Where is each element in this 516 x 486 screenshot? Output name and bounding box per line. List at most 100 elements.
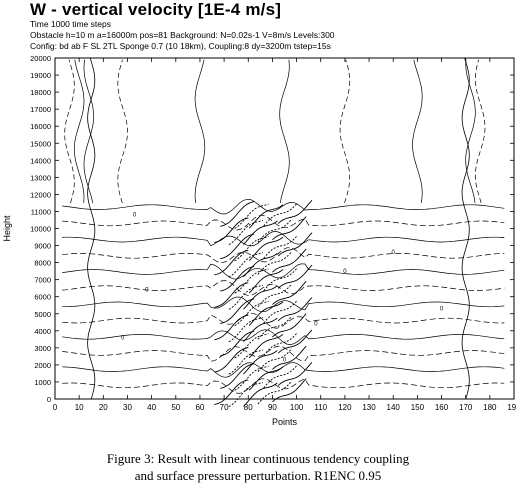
figure-caption-line-2: and surface pressure perturbation. R1ENC…	[134, 468, 382, 483]
contour-line	[62, 231, 505, 247]
chart-title: W - vertical velocity [1E-4 m/s]	[30, 0, 282, 19]
x-tick-label: 140	[387, 403, 401, 412]
subtitle-config: Config: bd ab F SL 2TL Sponge 0.7 (10 18…	[30, 41, 331, 51]
y-tick-label: 14000	[30, 156, 51, 165]
x-tick-label: 60	[195, 403, 204, 412]
contour-line	[62, 247, 505, 264]
wave-contour	[277, 297, 313, 322]
wave-contour	[257, 315, 293, 340]
wave-contour	[243, 285, 278, 310]
wave-contour	[243, 252, 278, 278]
y-tick-label: 19000	[30, 71, 51, 80]
y-tick-label: 18000	[30, 88, 51, 97]
wave-contour	[248, 204, 284, 229]
x-tick-label: 80	[244, 403, 253, 412]
boundary-contour	[461, 57, 470, 400]
wave-contour	[220, 233, 255, 260]
boundary-contour	[87, 57, 96, 400]
contour-lines: 0 0 0 0 0 0 0 0	[62, 57, 505, 407]
wave-contour	[234, 268, 269, 294]
wave-contour	[263, 234, 298, 259]
y-tick-label: 8000	[34, 259, 51, 268]
wave-contour	[234, 203, 269, 229]
sponge-contour	[412, 59, 423, 203]
wave-contour	[220, 298, 255, 324]
x-tick-label: 30	[123, 403, 132, 412]
x-tick-label: 120	[338, 403, 352, 412]
axes: 0 10 20 30 40 50 60 70 80 90 100 110 120 130 140 150 160…	[30, 54, 516, 412]
x-tick-label: 100	[290, 403, 304, 412]
y-tick-label: 4000	[34, 327, 51, 336]
wave-contour	[228, 284, 263, 310]
wave-contour	[234, 365, 269, 391]
wave-contour	[220, 201, 255, 227]
wave-contour	[257, 251, 293, 275]
wave-contour	[248, 301, 284, 326]
wave-contour	[248, 236, 284, 261]
contour-line	[62, 378, 505, 394]
x-tick-label: 20	[99, 403, 108, 412]
wave-contour	[228, 381, 263, 407]
x-tick-label: 50	[171, 403, 180, 412]
wave-contour	[220, 266, 255, 292]
contour-label: 0	[392, 250, 396, 256]
sponge-contour	[279, 59, 290, 203]
sponge-contour	[83, 59, 94, 203]
wave-contour	[214, 282, 249, 308]
wave-contour	[228, 219, 263, 245]
wave-contour	[214, 249, 249, 276]
y-tick-label: 17000	[30, 105, 51, 114]
contour-label: 0	[121, 335, 125, 341]
wave-contour	[272, 216, 307, 241]
wave-contour	[263, 267, 298, 291]
wave-contour	[257, 218, 293, 243]
wave-contour	[277, 361, 313, 386]
wave-contour	[214, 217, 249, 243]
x-tick-label: 190	[507, 403, 516, 412]
contour-label: 0	[343, 269, 347, 275]
x-tick-label: 170	[459, 403, 473, 412]
contour-line	[62, 329, 505, 345]
wave-contour	[257, 283, 293, 308]
wave-contour	[228, 252, 263, 278]
wave-contour	[214, 314, 249, 341]
contour-label: 0	[145, 288, 149, 294]
y-tick-label: 20000	[30, 54, 51, 63]
wave-contour	[234, 236, 269, 262]
y-tick-label: 16000	[30, 122, 51, 131]
wave-contour	[263, 299, 298, 324]
x-tick-label: 10	[75, 403, 84, 412]
wave-contour	[220, 363, 255, 389]
x-tick-label: 130	[362, 403, 376, 412]
wave-contour	[228, 349, 263, 375]
x-tick-label: 180	[483, 403, 497, 412]
y-tick-label: 7000	[34, 276, 51, 285]
subtitle-obstacle: Obstacle h=10 m a=16000m pos=81 Backgrou…	[30, 30, 335, 40]
y-tick-label: 10000	[30, 225, 51, 234]
x-tick-label: 40	[147, 403, 156, 412]
wave-contour	[277, 329, 313, 354]
figure-caption-line-1: Figure 3: Result with linear continuous …	[106, 451, 410, 466]
wave-contour	[243, 317, 278, 342]
wave-contour	[248, 333, 284, 359]
wave-contour	[234, 333, 269, 359]
wave-contour	[248, 269, 284, 294]
x-tick-label: 70	[220, 403, 229, 412]
contour-label: 0	[440, 306, 444, 312]
contour-line	[62, 263, 505, 280]
y-tick-label: 0	[47, 395, 51, 404]
wave-contour	[214, 379, 249, 405]
wave-contour	[228, 317, 263, 343]
wave-contour	[243, 220, 278, 245]
sponge-contour	[465, 59, 476, 203]
sponge-contour	[73, 59, 85, 203]
wave-contour	[257, 380, 293, 405]
contour-label: 0	[133, 213, 137, 219]
sponge-contour	[64, 59, 75, 203]
x-tick-label: 150	[411, 403, 425, 412]
wave-contour	[277, 264, 313, 289]
wave-contour	[248, 366, 284, 391]
y-tick-label: 2000	[34, 361, 51, 370]
wave-contour	[263, 332, 298, 356]
